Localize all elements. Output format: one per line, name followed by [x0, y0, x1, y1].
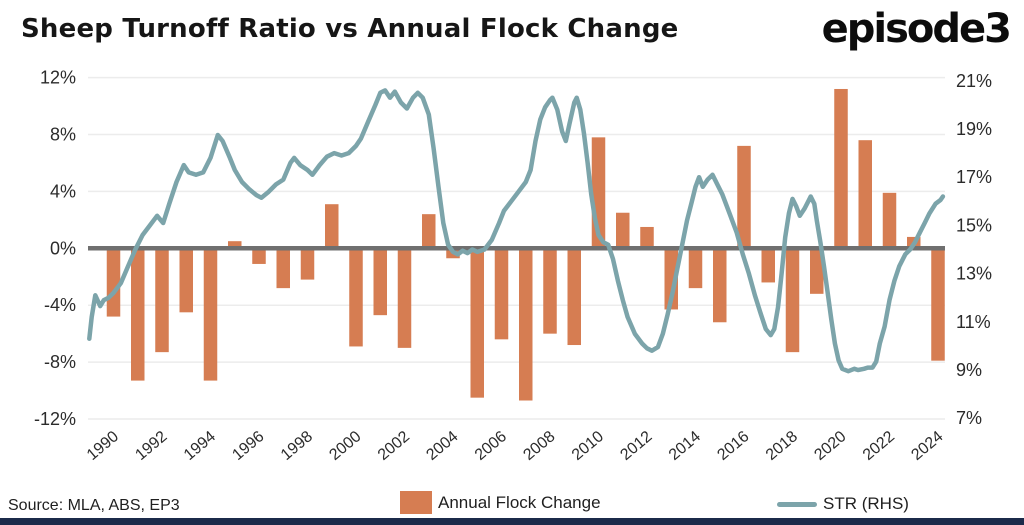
bar-1993 [179, 248, 193, 313]
bar-2002 [397, 248, 412, 348]
left-axis-tick: 12% [40, 68, 76, 88]
bar-2020 [834, 88, 848, 249]
bar-1990 [106, 248, 121, 317]
bar-2018 [785, 248, 800, 353]
x-axis-tick: 2006 [472, 428, 510, 464]
source-note: Source: MLA, ABS, EP3 [8, 497, 180, 514]
bar-2000 [349, 248, 363, 347]
bar-2016 [737, 145, 751, 249]
x-axis-tick: 1994 [181, 428, 219, 464]
bar-1994 [203, 248, 218, 381]
bar-2011 [616, 212, 630, 249]
right-axis-tick: 21% [956, 71, 992, 91]
x-axis-tick: 2016 [714, 428, 752, 464]
bar-2014 [688, 248, 703, 289]
bar-1995 [228, 241, 242, 249]
left-axis-tick: -4% [44, 295, 76, 315]
footer-accent-bar [0, 518, 1024, 525]
episode3-logo: episode3 [821, 6, 1012, 52]
x-axis-tick: 2004 [423, 428, 461, 464]
x-axis-tick: 2012 [617, 428, 655, 464]
bar-2017 [761, 248, 775, 283]
bar-2013 [664, 248, 678, 310]
bar-2009 [567, 248, 581, 346]
legend-label-annual-flock-change: Annual Flock Change [438, 492, 601, 512]
x-axis-tick: 1990 [84, 428, 122, 464]
line-swatch-icon [777, 501, 817, 507]
bar-2024 [931, 248, 945, 361]
x-axis-tick: 2000 [326, 428, 364, 464]
x-axis-tick: 2008 [520, 428, 558, 464]
bar-2007 [519, 248, 533, 401]
bar-2003 [422, 214, 436, 249]
bar-2001 [373, 248, 387, 316]
right-axis-tick: 11% [956, 312, 991, 332]
bar-1992 [155, 248, 169, 353]
x-axis-tick: 2010 [569, 428, 607, 464]
bar-2022 [882, 192, 897, 249]
left-axis-tick: -8% [44, 352, 76, 372]
bar-1991 [131, 248, 145, 381]
bar-2019 [810, 248, 824, 294]
left-axis-tick: 4% [50, 181, 76, 201]
right-axis-tick: 17% [956, 167, 992, 187]
page-title: Sheep Turnoff Ratio vs Annual Flock Chan… [21, 14, 679, 44]
x-axis-tick: 1998 [278, 428, 316, 464]
bar-2005 [470, 248, 484, 398]
bar-swatch-icon [400, 491, 432, 514]
bar-1999 [325, 204, 339, 249]
x-axis-tick: 1996 [229, 428, 267, 464]
x-axis-tick: 2014 [666, 428, 704, 464]
right-axis-tick: 7% [956, 408, 982, 428]
left-axis-tick: -12% [34, 409, 76, 429]
x-axis-tick: 2024 [908, 428, 946, 464]
x-axis-tick: 1992 [132, 428, 170, 464]
bar-2012 [640, 226, 654, 249]
x-axis-tick: 2018 [763, 428, 801, 464]
left-axis-tick: 0% [50, 238, 76, 258]
left-axis-tick: 8% [50, 125, 76, 145]
legend-label-str: STR (RHS) [823, 494, 909, 513]
bar-2015 [713, 248, 727, 323]
bar-1998 [300, 248, 315, 280]
x-axis-tick: 2002 [375, 428, 413, 464]
right-axis-tick: 19% [956, 119, 992, 139]
right-axis-tick: 9% [956, 360, 982, 380]
right-axis-tick: 15% [956, 215, 992, 235]
str-line [87, 88, 946, 374]
bar-2021 [858, 140, 872, 249]
bar-1997 [276, 248, 290, 289]
bar-2008 [543, 248, 557, 334]
bar-1996 [252, 248, 266, 264]
bar-2006 [494, 248, 509, 340]
legend-item-str: STR (RHS) [777, 494, 909, 514]
legend-item-annual-flock-change: Annual Flock Change [400, 491, 601, 514]
right-axis-tick: 13% [956, 264, 992, 284]
x-axis-tick: 2022 [860, 428, 898, 464]
x-axis-tick: 2020 [811, 428, 849, 464]
